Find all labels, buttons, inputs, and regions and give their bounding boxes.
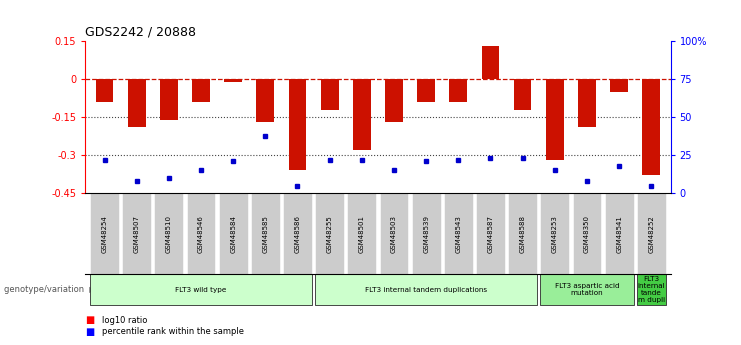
Bar [289,79,306,170]
Bar [225,79,242,82]
Text: GSM48501: GSM48501 [359,215,365,253]
Bar [192,79,210,102]
Text: log10 ratio: log10 ratio [102,316,147,325]
Text: GSM48586: GSM48586 [294,215,301,253]
Text: GSM48585: GSM48585 [262,215,268,253]
Bar [514,79,531,110]
Text: GSM48254: GSM48254 [102,215,107,253]
Text: GSM48588: GSM48588 [519,215,525,253]
Bar [256,79,274,122]
Text: percentile rank within the sample: percentile rank within the sample [102,327,244,336]
Text: FLT3 aspartic acid
mutation: FLT3 aspartic acid mutation [555,283,619,296]
Text: GSM48587: GSM48587 [488,215,494,253]
Bar [450,79,467,102]
Text: GSM48507: GSM48507 [133,215,139,253]
Text: GSM48253: GSM48253 [552,215,558,253]
Text: ■: ■ [85,315,94,325]
Text: GDS2242 / 20888: GDS2242 / 20888 [85,26,196,39]
Bar [353,79,370,150]
Text: GSM48543: GSM48543 [455,215,462,253]
Text: GSM48350: GSM48350 [584,215,590,253]
Text: ■: ■ [85,327,94,337]
Bar [642,79,660,176]
Text: GSM48584: GSM48584 [230,215,236,253]
Bar [385,79,403,122]
Text: FLT3 internal tandem duplications: FLT3 internal tandem duplications [365,287,488,293]
Bar [160,79,178,120]
Bar [482,47,499,79]
Text: FLT3
internal
tande
m dupli: FLT3 internal tande m dupli [637,276,665,303]
Bar [128,79,145,127]
Text: GSM48252: GSM48252 [648,215,654,253]
Text: FLT3 wild type: FLT3 wild type [176,287,227,293]
Bar [578,79,596,127]
Bar [417,79,435,102]
Bar [321,79,339,110]
Bar [546,79,564,160]
Text: GSM48510: GSM48510 [166,215,172,253]
Text: GSM48255: GSM48255 [327,215,333,253]
Text: GSM48541: GSM48541 [617,215,622,253]
Text: genotype/variation  ▶: genotype/variation ▶ [4,285,96,294]
Text: GSM48546: GSM48546 [198,215,204,253]
Text: GSM48503: GSM48503 [391,215,397,253]
Text: GSM48539: GSM48539 [423,215,429,253]
Bar [96,79,113,102]
Bar [611,79,628,92]
